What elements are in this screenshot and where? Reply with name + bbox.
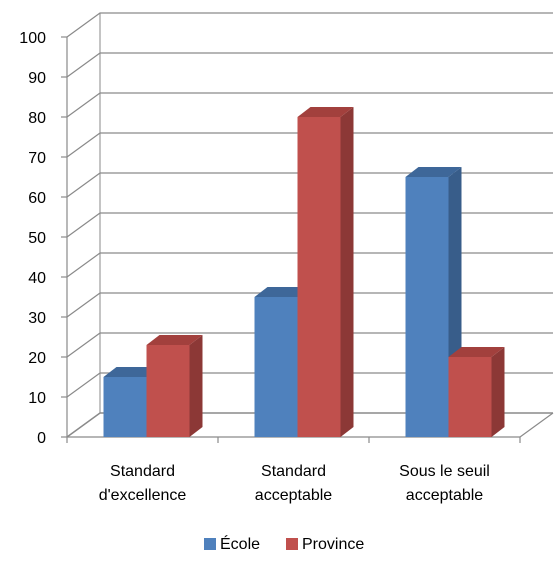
bar-side-face [491, 347, 505, 437]
bar-front-face [103, 377, 147, 437]
bar-side-face [189, 335, 203, 437]
y-tick-label: 50 [28, 230, 46, 247]
bar-top-face [254, 287, 311, 297]
y-tick-label: 0 [37, 430, 46, 447]
y-tick-label: 20 [28, 350, 46, 367]
chart-bars [103, 107, 505, 437]
legend-label: Province [302, 536, 364, 553]
bar-front-face [146, 345, 190, 437]
y-tick-label: 70 [28, 150, 46, 167]
bar-top-face [103, 367, 160, 377]
bar [297, 107, 354, 437]
y-tick-label: 90 [28, 70, 46, 87]
bar [146, 335, 203, 437]
x-category-label: Standard d'excellence [99, 463, 187, 504]
bar [448, 347, 505, 437]
bar-top-face [297, 107, 354, 117]
gridline [66, 52, 553, 78]
y-tick-label: 60 [28, 190, 46, 207]
gridline [66, 12, 553, 38]
bar-front-face [448, 357, 492, 437]
y-tick-label: 100 [19, 30, 46, 47]
floor-edge [519, 412, 554, 438]
legend-item: Province [286, 536, 364, 553]
y-tick-label: 10 [28, 390, 46, 407]
legend-swatch [286, 538, 298, 550]
legend-label: École [220, 534, 260, 553]
legend-item: École [204, 534, 260, 553]
chart-gridlines [66, 12, 554, 438]
bar-front-face [297, 117, 341, 437]
legend-swatch [204, 538, 216, 550]
chart-legend: École Province [204, 534, 364, 553]
x-category-label: Standard acceptable [255, 463, 332, 504]
bar-top-face [146, 335, 203, 345]
bar-top-face [405, 167, 462, 177]
y-axis-tick-labels: 0 10 20 30 40 50 60 70 80 90 100 [19, 30, 46, 447]
x-category-label: Sous le seuil acceptable [399, 463, 490, 504]
bar-side-face [340, 107, 354, 437]
bar-front-face [254, 297, 298, 437]
y-tick-label: 80 [28, 110, 46, 127]
x-axis-category-labels: Standard d'excellence Standard acceptable So… [99, 463, 490, 504]
bar-front-face [405, 177, 449, 437]
y-tick-label: 40 [28, 270, 46, 287]
bar-top-face [448, 347, 505, 357]
y-tick-label: 30 [28, 310, 46, 327]
